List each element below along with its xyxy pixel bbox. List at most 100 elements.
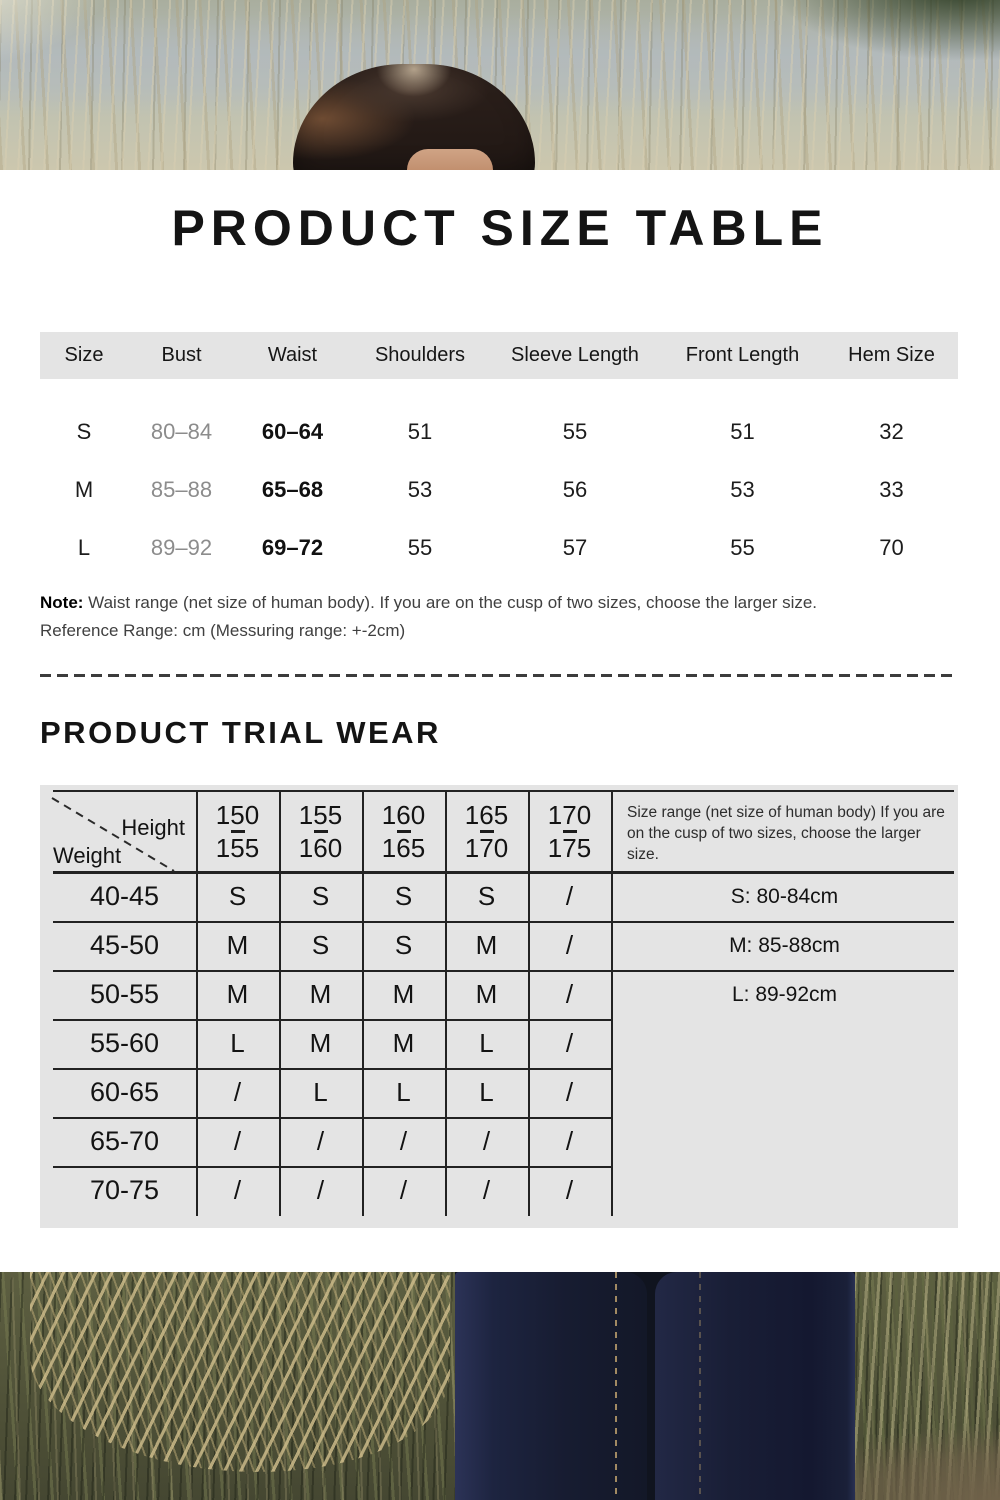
- weight-label: 70-75: [89, 1175, 160, 1205]
- header-front-length: Front Length: [685, 344, 800, 366]
- note-line: Note: Waist range (net size of human bod…: [40, 589, 817, 617]
- height-col-165-170: 165 170: [445, 792, 528, 870]
- height-to: 170: [464, 832, 509, 863]
- weight-label: 55-60: [89, 1028, 160, 1058]
- header-waist: Waist: [267, 344, 318, 366]
- grid-vline-2: [279, 790, 281, 1216]
- hem-size-value: 70: [879, 535, 904, 560]
- size-cell: /: [316, 1175, 325, 1205]
- page-title: PRODUCT SIZE TABLE: [171, 200, 829, 256]
- shoulders-value: 53: [407, 477, 433, 502]
- height-from: 165: [464, 799, 509, 830]
- range-dash: [396, 829, 411, 833]
- jeans-stitch-line: [615, 1272, 617, 1500]
- trial-row-40-45: 40-45 S S S S /: [53, 872, 611, 921]
- trial-row-70-75: 70-75 / / / / /: [53, 1166, 611, 1215]
- size-cell: /: [233, 1126, 242, 1156]
- size-cell: S: [311, 930, 330, 960]
- trial-row-60-65: 60-65 / L L L /: [53, 1068, 611, 1117]
- grid-vline-6: [611, 790, 613, 1216]
- size-cell: L: [479, 1028, 494, 1058]
- shoulders-value: 55: [407, 535, 433, 560]
- size-cell: /: [565, 979, 574, 1009]
- height-to: 160: [298, 832, 343, 863]
- table-row-s: S 80–84 60–64 51 55 51 32: [40, 403, 958, 461]
- note-text: Waist range (net size of human body). If…: [83, 593, 818, 612]
- size-cell: /: [565, 930, 574, 960]
- corner-height-label: Height: [121, 815, 185, 840]
- note-label: Note:: [40, 593, 84, 612]
- waist-value: 69–72: [261, 535, 324, 560]
- size-cell: S: [477, 881, 496, 911]
- size-cell: M: [392, 1028, 415, 1058]
- side-note: Size range (net size of human body) If y…: [627, 802, 947, 865]
- header-bust: Bust: [161, 344, 202, 366]
- trial-row-65-70: 65-70 / / / / /: [53, 1117, 611, 1166]
- waist-value: 60–64: [261, 419, 324, 444]
- trial-row-50-55: 50-55 M M M M /: [53, 970, 611, 1019]
- bust-value: 80–84: [150, 419, 213, 444]
- size-cell: /: [399, 1175, 408, 1205]
- dashed-divider: [40, 674, 958, 677]
- height-to: 155: [215, 832, 260, 863]
- weight-label: 45-50: [89, 930, 160, 960]
- height-from: 170: [547, 799, 592, 830]
- shoulders-value: 51: [407, 419, 433, 444]
- trial-row-55-60: 55-60 L M M L /: [53, 1019, 611, 1068]
- grid-line-row3: [53, 1019, 611, 1021]
- range-dash: [562, 829, 577, 833]
- weight-label: 65-70: [89, 1126, 160, 1156]
- size-reference-l: L: 89-92cm: [731, 983, 838, 1006]
- grid-line-top: [53, 790, 954, 792]
- model-forehead-image: [407, 149, 493, 170]
- grid-vline-3: [362, 790, 364, 1216]
- size-cell: M: [475, 930, 498, 960]
- front-length-value: 55: [730, 535, 755, 560]
- size-cell: S: [394, 881, 413, 911]
- jeans-legs-image: [455, 1272, 855, 1500]
- grid-line-row5: [53, 1117, 611, 1119]
- size-table-notes: Note: Waist range (net size of human bod…: [40, 589, 817, 645]
- size-cell: S: [228, 881, 247, 911]
- size-cell: /: [233, 1175, 242, 1205]
- hem-size-value: 32: [879, 419, 904, 444]
- range-dash: [230, 829, 245, 833]
- height-col-155-160: 155 160: [279, 792, 362, 870]
- size-cell: M: [226, 979, 249, 1009]
- corner-diagonal-line: [51, 797, 175, 872]
- size-cell: M: [226, 930, 249, 960]
- size-cell: L: [230, 1028, 245, 1058]
- height-col-170-175: 170 175: [528, 792, 611, 870]
- trial-row-45-50: 45-50 M S S M /: [53, 921, 611, 970]
- header-sleeve-length: Sleeve Length: [511, 344, 639, 366]
- height-col-160-165: 160 165: [362, 792, 445, 870]
- size-cell: L: [396, 1077, 411, 1107]
- size-cell: M: [309, 979, 332, 1009]
- jeans-stitch-line: [699, 1272, 701, 1500]
- table-row-l: L 89–92 69–72 55 57 55 70: [40, 519, 958, 577]
- grid-line-row1: [53, 921, 954, 923]
- height-from: 160: [381, 799, 426, 830]
- height-from: 150: [215, 799, 260, 830]
- sleeve-length-value: 56: [562, 477, 588, 502]
- model-photo-bottom: [0, 1272, 1000, 1500]
- weight-label: 60-65: [89, 1077, 160, 1107]
- trial-wear-title: PRODUCT TRIAL WEAR: [40, 715, 441, 750]
- waist-value: 65–68: [261, 477, 324, 502]
- range-dash: [313, 829, 328, 833]
- side-note-line2: on the cusp of two sizes, choose the lar…: [627, 825, 921, 863]
- size-cell: L: [313, 1077, 328, 1107]
- grid-line-header: [53, 871, 954, 874]
- height-to: 175: [547, 832, 592, 863]
- size-table: Size Bust Waist Shoulders Sleeve Length …: [40, 332, 958, 577]
- size-cell: /: [316, 1126, 325, 1156]
- size-cell: /: [482, 1126, 491, 1156]
- size-cell: M: [309, 1028, 332, 1058]
- range-dash: [479, 829, 494, 833]
- grid-line-row4: [53, 1068, 611, 1070]
- height-col-150-155: 150 155: [196, 792, 279, 870]
- size-value: S: [76, 419, 92, 444]
- size-cell: /: [565, 1028, 574, 1058]
- grass-seed-heads-image: [30, 1272, 450, 1491]
